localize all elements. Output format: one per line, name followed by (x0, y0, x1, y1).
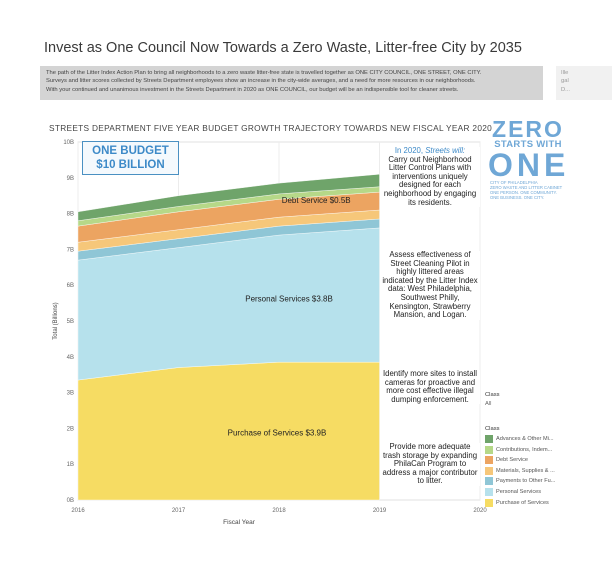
y-tick-label: 6B (67, 283, 74, 289)
note-highlight: Streets will: (425, 146, 466, 155)
logo-one: ONE (488, 147, 570, 183)
y-tick-label: 10B (63, 140, 74, 146)
side-panel-line: gal (561, 78, 569, 85)
legend-item[interactable]: Personal Services (485, 488, 541, 496)
side-panel-truncated[interactable]: Ille gal D... (556, 66, 612, 100)
y-tick-label: 1B (67, 462, 74, 468)
legend-item[interactable]: Contributions, Indem... (485, 445, 553, 454)
logo-tagline-1: ONE PERSON. ONE COMMUNITY. (490, 190, 557, 195)
budget-line-1: ONE BUDGET (92, 145, 169, 157)
description-line: The path of the Litter Index Action Plan… (46, 70, 482, 76)
side-panel-line: Ille (561, 70, 569, 76)
logo-tagline-2: ONE BUSINESS. ONE CITY. (490, 195, 545, 200)
series-data-label: Personal Services $3.8B (245, 294, 333, 303)
legend-swatch (485, 445, 493, 454)
y-axis-label: Total (Billions) (53, 302, 59, 339)
series-data-label: Purchase of Services $3.9B (228, 429, 327, 438)
y-tick-label: 5B (67, 319, 74, 325)
y-tick-label: 0B (67, 498, 74, 504)
legend-label: Contributions, Indem... (496, 446, 553, 453)
side-panel-line: D... (561, 86, 571, 93)
legend-item[interactable]: Materials, Supplies & ... (485, 466, 555, 475)
series-data-label: Debt Service $0.5B (282, 196, 351, 205)
x-axis-label: Fiscal Year (223, 519, 256, 526)
legend-label: Purchase of Services (496, 499, 549, 506)
x-tick-label: 2017 (172, 508, 186, 514)
legend-item[interactable]: Advances & Other Mi... (485, 435, 554, 443)
logo-starts-with: STARTS WITH (494, 139, 562, 150)
note-text: Assess effectiveness of Street Cleaning … (382, 250, 478, 320)
legend-label: Materials, Supplies & ... (496, 467, 555, 474)
y-tick-label: 3B (67, 391, 74, 397)
legend-swatch (485, 466, 493, 475)
legend-label: Advances & Other Mi... (496, 436, 554, 442)
legend-swatch (485, 435, 493, 443)
legend-item[interactable]: Debt Service (485, 456, 529, 465)
note-prefix: In 2020, (394, 146, 426, 155)
legend-item[interactable]: Purchase of Services (485, 498, 549, 507)
note-street-cleaning-pilot: Assess effectiveness of Street Cleaning … (380, 250, 480, 320)
legend-swatch (485, 456, 493, 465)
x-tick-label: 2019 (373, 508, 387, 514)
filter-value[interactable]: All (485, 401, 492, 407)
note-text: Identify more sites to install cameras f… (382, 369, 478, 404)
y-tick-label: 9B (67, 176, 74, 182)
chart-title: STREETS DEPARTMENT FIVE YEAR BUDGET GROW… (49, 123, 493, 133)
legend-swatch (485, 498, 493, 507)
filter-title: Class (485, 392, 500, 398)
legend-title: Class (485, 426, 500, 432)
legend-label: Payments to Other Fu... (496, 478, 556, 485)
page-title: Invest as One Council Now Towards a Zero… (44, 40, 522, 56)
description-box: The path of the Litter Index Action Plan… (40, 66, 543, 100)
note-cameras: Identify more sites to install cameras f… (380, 369, 480, 405)
description-line: With your continued and unanimous invest… (46, 86, 459, 93)
note-text: Carry out Neighborhood Litter Control Pl… (383, 154, 477, 207)
logo-cabinet: ZERO WASTE AND LITTER CABINET (490, 185, 563, 190)
legend-label: Debt Service (496, 457, 529, 464)
x-tick-label: 2018 (272, 508, 286, 514)
y-tick-label: 8B (67, 212, 74, 218)
logo-city: CITY OF PHILADELPHIA (490, 180, 538, 185)
x-tick-label: 2020 (473, 508, 487, 514)
description-line: Surveys and litter scores collected by S… (46, 78, 476, 85)
legend-swatch (485, 477, 493, 486)
legend-swatch (485, 488, 493, 496)
y-tick-label: 7B (67, 247, 74, 253)
x-tick-label: 2016 (71, 508, 85, 514)
legend-label: Personal Services (496, 489, 542, 495)
y-tick-label: 2B (67, 426, 74, 432)
note-trash-storage: Provide more adequate trash storage by e… (380, 442, 480, 486)
budget-line-2: $10 BILLION (96, 159, 165, 171)
logo-zero: ZERO (492, 116, 564, 142)
note-text: Provide more adequate trash storage by e… (382, 442, 478, 486)
legend-item[interactable]: Payments to Other Fu... (485, 477, 556, 486)
note-neighborhood-plans: In 2020, Streets will: Carry out Neighbo… (380, 146, 480, 208)
area-series[interactable] (77, 174, 380, 221)
budget-callout: ONE BUDGET $10 BILLION (82, 141, 179, 175)
y-tick-label: 4B (67, 355, 74, 361)
zero-waste-logo: ZERO STARTS WITH ONE CITY OF PHILADELPHI… (488, 116, 570, 201)
